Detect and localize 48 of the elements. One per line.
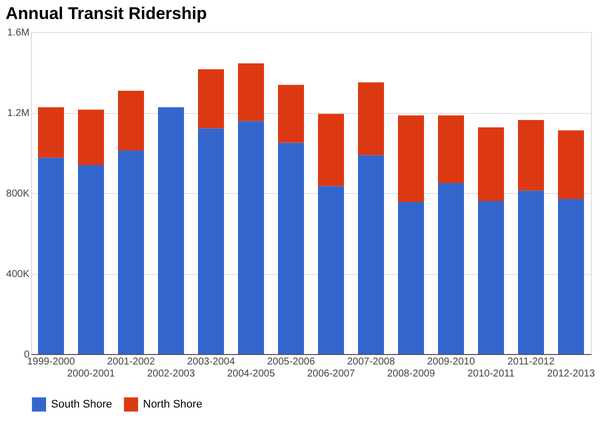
bar [398, 202, 424, 354]
x-tick-label: 2001-2002 [107, 356, 156, 368]
bar [478, 201, 504, 354]
x-tick-label: 2012-2013 [547, 368, 596, 380]
legend-label: North Shore [143, 398, 202, 410]
bar [438, 182, 464, 354]
chart-title: Annual Transit Ridership [6, 4, 207, 23]
legend-label: South Shore [51, 398, 112, 410]
bar [438, 115, 464, 183]
bar [198, 69, 224, 128]
x-tick-label: 2008-2009 [387, 368, 436, 380]
bar [78, 110, 104, 166]
x-tick-label: 2006-2007 [307, 368, 356, 380]
bar [158, 107, 184, 354]
bar [118, 90, 144, 151]
bar [238, 121, 264, 354]
x-tick-label: 2010-2011 [467, 368, 515, 380]
x-tick-label: 2004-2005 [227, 368, 276, 380]
bar [358, 82, 384, 156]
bar [358, 155, 384, 354]
x-tick-label: 1999-2000 [27, 356, 76, 368]
bar [318, 186, 344, 354]
x-tick-label: 2003-2004 [187, 356, 236, 368]
bar [518, 190, 544, 354]
y-tick-label: 1.6M [7, 28, 30, 38]
bar [78, 165, 104, 354]
y-tick-label: 800K [6, 188, 30, 200]
bar [238, 63, 264, 122]
x-tick-label: 2000-2001 [67, 368, 116, 380]
bar [558, 130, 584, 200]
x-tick-label: 2002-2003 [147, 368, 196, 380]
x-tick-label: 2005-2006 [267, 356, 316, 368]
y-tick-label: 400K [6, 269, 30, 280]
x-tick-label: 2009-2010 [427, 356, 476, 368]
bar [198, 128, 224, 354]
bar [478, 127, 504, 202]
bar [278, 84, 304, 143]
bar [398, 115, 424, 202]
y-tick-label: 1.2M [7, 108, 30, 119]
bar [558, 199, 584, 354]
bar [38, 158, 64, 354]
bar [38, 107, 64, 158]
x-tick-label: 2007-2008 [347, 356, 396, 368]
bar [518, 120, 544, 191]
bar [118, 150, 144, 354]
x-tick-label: 2011-2012 [507, 356, 555, 368]
bar [318, 114, 344, 186]
bar [278, 142, 304, 354]
